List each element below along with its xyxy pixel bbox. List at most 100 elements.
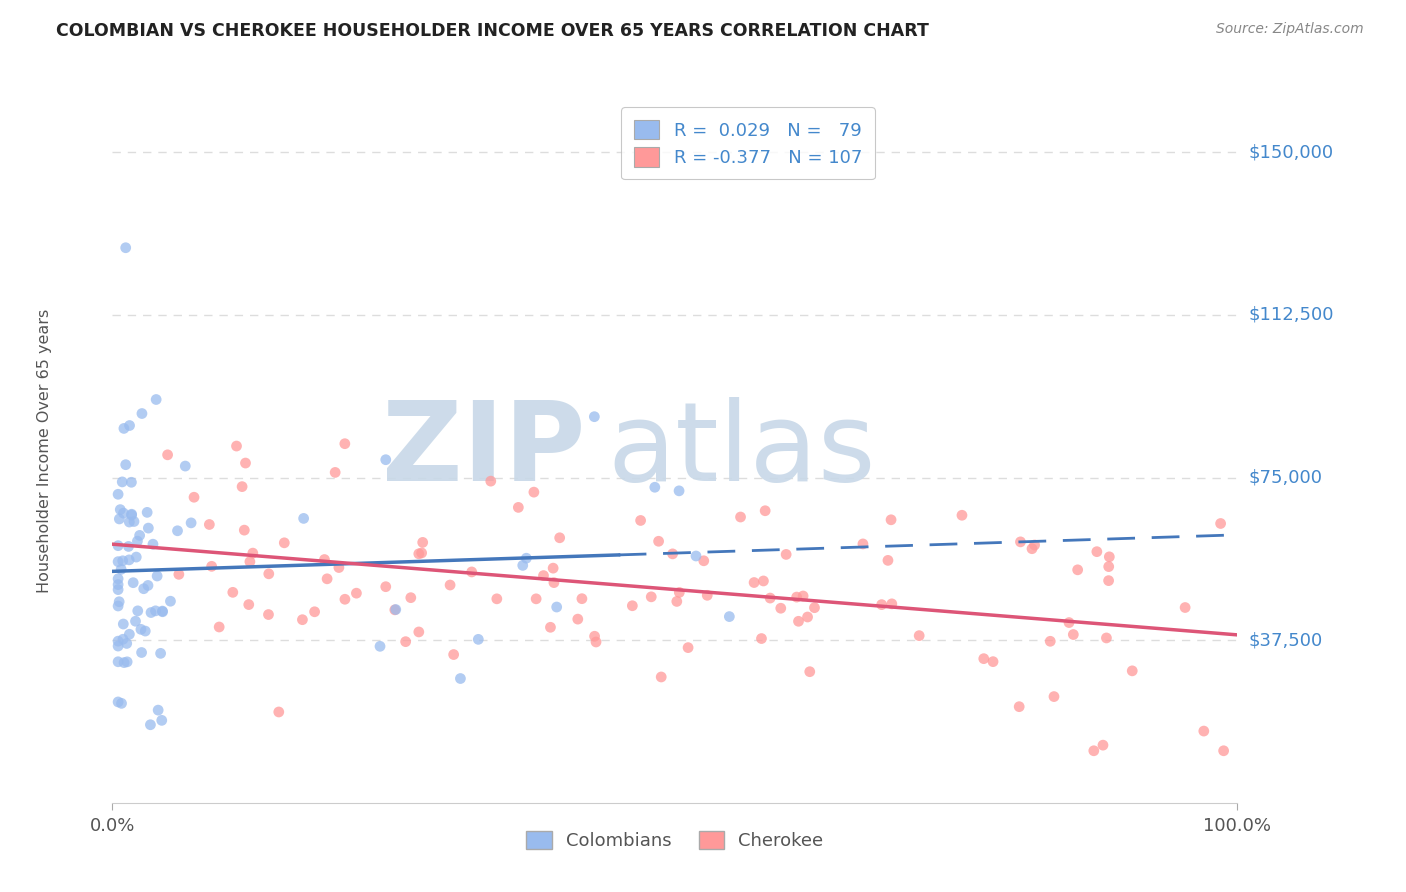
- Point: [111, 632, 134, 647]
- Point: [107, 634, 129, 648]
- Point: [1008, 699, 1031, 714]
- Point: [132, 582, 155, 596]
- Point: [125, 550, 148, 565]
- Point: [384, 602, 406, 616]
- Point: [323, 466, 346, 480]
- Point: [742, 575, 765, 590]
- Point: [174, 458, 197, 473]
- Point: [127, 604, 149, 618]
- Point: [571, 591, 593, 606]
- Point: [291, 613, 314, 627]
- Point: [117, 540, 139, 554]
- Point: [395, 634, 418, 648]
- Point: [650, 670, 672, 684]
- Point: [1209, 516, 1232, 531]
- Point: [107, 695, 129, 709]
- Point: [150, 714, 173, 728]
- Point: [142, 537, 165, 551]
- Point: [412, 535, 434, 549]
- Point: [167, 567, 190, 582]
- Point: [508, 500, 530, 515]
- Point: [523, 485, 546, 500]
- Point: [685, 549, 707, 563]
- Point: [512, 558, 534, 573]
- Point: [443, 648, 465, 662]
- Text: Householder Income Over 65 years: Householder Income Over 65 years: [38, 309, 52, 592]
- Point: [267, 705, 290, 719]
- Point: [114, 458, 136, 472]
- Point: [803, 600, 825, 615]
- Point: [139, 717, 162, 731]
- Point: [114, 241, 136, 255]
- Point: [540, 620, 562, 634]
- Point: [333, 592, 356, 607]
- Point: [467, 632, 489, 647]
- Point: [257, 607, 280, 622]
- Point: [152, 605, 174, 619]
- Point: [115, 655, 138, 669]
- Point: [115, 636, 138, 650]
- Point: [118, 627, 141, 641]
- Point: [107, 572, 129, 586]
- Point: [485, 591, 508, 606]
- Point: [1043, 690, 1066, 704]
- Point: [110, 697, 132, 711]
- Point: [548, 531, 571, 545]
- Point: [233, 523, 256, 537]
- Point: [644, 480, 666, 494]
- Point: [630, 513, 652, 527]
- Point: [180, 516, 202, 530]
- Point: [146, 569, 169, 583]
- Point: [1095, 631, 1118, 645]
- Point: [128, 528, 150, 542]
- Point: [461, 565, 484, 579]
- Point: [546, 600, 568, 615]
- Point: [235, 456, 257, 470]
- Point: [668, 483, 690, 498]
- Point: [150, 604, 173, 618]
- Point: [411, 546, 433, 560]
- Point: [1062, 627, 1084, 641]
- Point: [751, 632, 773, 646]
- Point: [118, 515, 141, 529]
- Point: [316, 572, 339, 586]
- Point: [408, 624, 430, 639]
- Point: [124, 614, 146, 628]
- Point: [1024, 538, 1046, 552]
- Point: [1021, 541, 1043, 556]
- Point: [304, 605, 326, 619]
- Point: [1097, 574, 1119, 588]
- Point: [1098, 549, 1121, 564]
- Point: [107, 487, 129, 501]
- Point: [112, 617, 135, 632]
- Point: [112, 656, 135, 670]
- Point: [1085, 544, 1108, 558]
- Point: [107, 655, 129, 669]
- Point: [242, 546, 264, 560]
- Point: [880, 597, 903, 611]
- Text: ZIP: ZIP: [381, 397, 585, 504]
- Point: [112, 421, 135, 435]
- Point: [621, 599, 644, 613]
- Point: [583, 629, 606, 643]
- Point: [973, 651, 995, 665]
- Point: [159, 594, 181, 608]
- Point: [541, 561, 564, 575]
- Point: [112, 506, 135, 520]
- Point: [136, 505, 159, 519]
- Point: [127, 534, 149, 549]
- Point: [145, 392, 167, 407]
- Point: [368, 640, 391, 654]
- Point: [374, 580, 396, 594]
- Point: [146, 703, 169, 717]
- Point: [257, 566, 280, 581]
- Point: [515, 551, 537, 566]
- Text: $37,500: $37,500: [1249, 632, 1323, 649]
- Point: [1121, 664, 1143, 678]
- Point: [693, 554, 716, 568]
- Point: [139, 606, 162, 620]
- Point: [1212, 744, 1234, 758]
- Point: [108, 512, 131, 526]
- Point: [108, 595, 131, 609]
- Point: [752, 574, 775, 588]
